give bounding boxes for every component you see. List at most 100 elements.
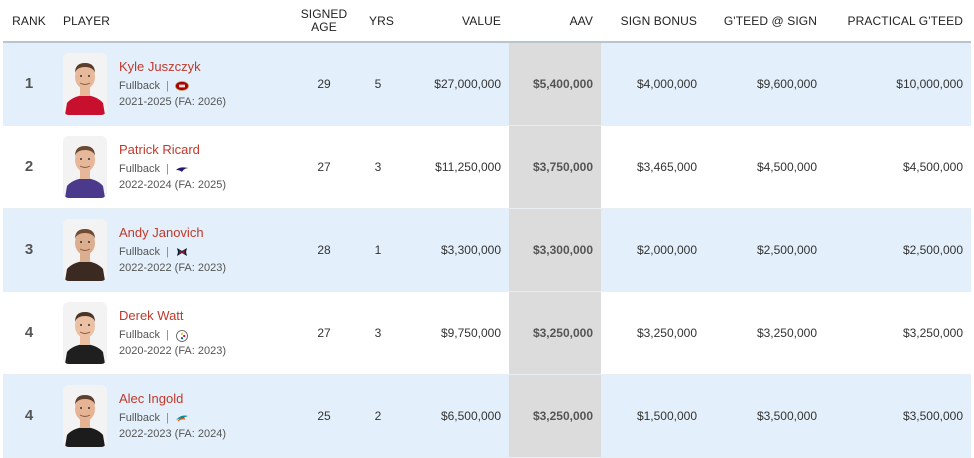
header-sign-bonus[interactable]: SIGN BONUS [620,13,697,28]
player-info: Alec Ingold Fullback | 2022-2023 (FA: 20… [119,391,226,440]
yrs-cell: 2 [374,408,382,423]
signed-age-cell: 27 [317,325,331,340]
player-position-line: Fullback | [119,78,226,93]
sign-bonus-cell: $3,250,000 [636,325,697,340]
player-cell: Alec Ingold Fullback | 2022-2023 (FA: 20… [55,374,287,457]
aav-cell: $5,400,000 [509,42,601,125]
table-row: 4 Alec Ingold [3,374,971,457]
player-cell: Kyle Juszczyk Fullback | 2021-2025 (FA: … [55,42,287,125]
steelers-logo-icon[interactable] [175,329,189,342]
rank-cell: 4 [24,407,34,424]
contract-years: 2022-2022 (FA: 2023) [119,262,227,274]
sign-bonus-cell: $2,000,000 [636,242,697,257]
rank-cell: 1 [24,75,34,93]
headshot-image [63,52,107,115]
table-row: 2 Patrick Ricard [3,125,971,208]
player-position: Fullback [119,328,160,341]
player-name-link[interactable]: Derek Watt [119,308,184,323]
gteed-at-sign-cell: $3,250,000 [756,325,817,340]
table-row: 1 Kyle Juszczyk [3,42,971,125]
49ers-logo-icon[interactable] [174,80,189,91]
gteed-at-sign-cell: $4,500,000 [756,159,817,174]
headshot-image [63,218,107,281]
player-headshot[interactable] [63,301,107,364]
value-cell: $9,750,000 [440,325,501,340]
player-position-line: Fullback | [119,161,226,176]
table-row: 3 Andy Janovich [3,208,971,291]
headshot-image [63,384,107,447]
separator: | [165,328,169,341]
player-headshot[interactable] [63,384,107,447]
practical-gteed-cell: $3,250,000 [902,325,963,340]
value-cell: $3,300,000 [440,242,501,257]
value-cell: $11,250,000 [435,159,501,174]
signed-age-cell: 27 [317,159,331,174]
player-block: Patrick Ricard Fullback | 2022-2024 (FA:… [63,135,279,198]
player-headshot[interactable] [63,218,107,281]
player-position: Fullback [119,79,160,92]
gteed-at-sign-cell: $3,500,000 [756,408,817,423]
gteed-at-sign-cell: $9,600,000 [756,76,817,91]
table-row: 4 Derek Watt [3,291,971,374]
player-info: Patrick Ricard Fullback | 2022-2024 (FA:… [119,142,226,191]
dolphins-logo-icon[interactable] [175,413,189,423]
player-name-link[interactable]: Andy Janovich [119,225,204,240]
player-block: Derek Watt Fullback | 2020-2022 (FA: 202… [63,301,279,364]
player-name-link[interactable]: Patrick Ricard [119,142,200,157]
table-header-row: RANK PLAYER SIGNED AGE YRS VALUE AAV SIG… [3,0,971,42]
player-position: Fullback [119,245,160,258]
rank-cell: 3 [24,241,34,258]
headshot-image [63,301,107,364]
sign-bonus-cell: $4,000,000 [636,76,697,91]
header-aav[interactable]: AAV [569,13,593,28]
fullback-contracts-table: RANK PLAYER SIGNED AGE YRS VALUE AAV SIG… [3,0,971,458]
gteed-at-sign-cell: $2,500,000 [756,242,817,257]
header-yrs[interactable]: YRS [369,13,394,28]
player-headshot[interactable] [63,135,107,198]
rank-cell: 2 [24,158,34,175]
separator: | [165,79,169,92]
header-rank[interactable]: RANK [12,13,46,28]
yrs-cell: 5 [374,76,382,91]
player-info: Andy Janovich Fullback | 2022-2022 (FA: … [119,225,226,274]
signed-age-cell: 25 [317,408,331,423]
player-block: Alec Ingold Fullback | 2022-2023 (FA: 20… [63,384,279,447]
table-body: 1 Kyle Juszczyk [3,42,971,457]
player-name-link[interactable]: Alec Ingold [119,391,184,406]
player-headshot[interactable] [63,52,107,115]
contract-years: 2021-2025 (FA: 2026) [119,96,227,109]
player-name-link[interactable]: Kyle Juszczyk [119,59,201,75]
practical-gteed-cell: $2,500,000 [902,242,963,257]
yrs-cell: 1 [374,242,382,257]
header-practical-gteed[interactable]: PRACTICAL G'TEED [847,13,963,28]
player-cell: Derek Watt Fullback | 2020-2022 (FA: 202… [55,291,287,374]
header-signed-age[interactable]: SIGNED AGE [300,6,348,34]
player-block: Andy Janovich Fullback | 2022-2022 (FA: … [63,218,279,281]
texans-logo-icon[interactable] [175,247,189,257]
aav-cell: $3,250,000 [509,374,601,457]
player-position-line: Fullback | [119,410,226,425]
player-cell: Patrick Ricard Fullback | 2022-2024 (FA:… [55,125,287,208]
ravens-logo-icon[interactable] [175,164,189,174]
value-cell: $6,500,000 [440,408,501,423]
headshot-image [63,135,107,198]
player-info: Kyle Juszczyk Fullback | 2021-2025 (FA: … [119,59,226,108]
player-block: Kyle Juszczyk Fullback | 2021-2025 (FA: … [63,52,279,115]
signed-age-cell: 29 [317,76,331,91]
sign-bonus-cell: $1,500,000 [636,408,697,423]
practical-gteed-cell: $3,500,000 [902,408,963,423]
rank-cell: 4 [24,324,34,341]
contract-years: 2022-2023 (FA: 2024) [119,428,227,440]
header-gteed-at-sign[interactable]: G'TEED @ SIGN [723,13,817,28]
aav-cell: $3,250,000 [509,291,601,374]
header-value[interactable]: VALUE [462,13,501,28]
practical-gteed-cell: $4,500,000 [902,159,963,174]
header-player[interactable]: PLAYER [63,13,111,28]
separator: | [165,411,169,424]
yrs-cell: 3 [374,159,382,174]
player-cell: Andy Janovich Fullback | 2022-2022 (FA: … [55,208,287,291]
player-position-line: Fullback | [119,327,226,342]
aav-cell: $3,300,000 [509,208,601,291]
separator: | [165,162,169,175]
